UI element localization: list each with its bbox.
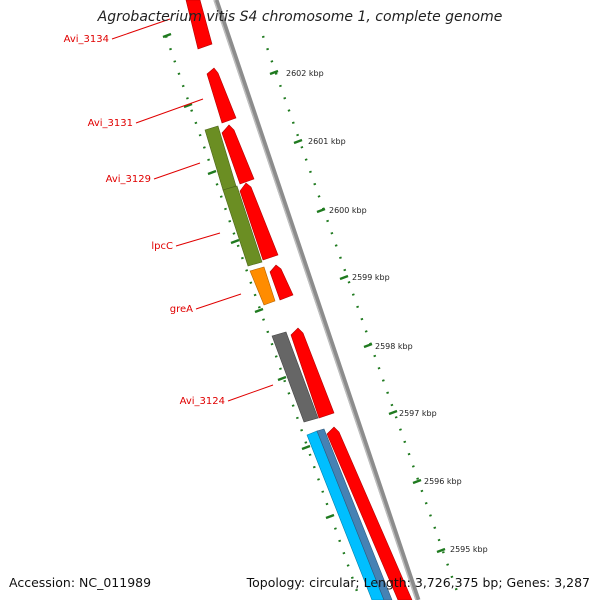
- tick-label: 2602 kbp: [286, 69, 324, 78]
- gene-label: Avi_3134: [64, 34, 109, 45]
- chromosome-backbone: [213, 0, 421, 600]
- tick-label: 2595 kbp: [450, 545, 488, 554]
- gene-label: Avi_3131: [88, 118, 133, 129]
- gene-leader-lines: [111, 18, 274, 402]
- tick-labels: 2602 kbp 2601 kbp 2600 kbp 2599 kbp 2598…: [286, 69, 488, 554]
- chromosome-backbone-highlight: [213, 0, 417, 600]
- tick-label: 2596 kbp: [424, 477, 462, 486]
- gene-lpcc-olive: [222, 185, 263, 267]
- genome-summary-text: Topology: circular; Length: 3,726,375 bp…: [246, 575, 590, 590]
- gene-label: lpcC: [151, 241, 173, 252]
- gene-label: Avi_3124: [180, 396, 225, 407]
- gene-grea-orange: [249, 266, 276, 306]
- tick-label: 2600 kbp: [329, 206, 367, 215]
- gene-label: greA: [170, 304, 193, 315]
- major-ticks-outer: [269, 69, 446, 554]
- gene-label: Avi_3129: [106, 174, 151, 185]
- forward-genes: [185, 0, 413, 600]
- tick-label: 2601 kbp: [308, 137, 346, 146]
- gene-avi-3132: [206, 67, 237, 124]
- major-ticks-inner: [162, 32, 335, 520]
- tick-label: 2597 kbp: [399, 409, 437, 418]
- gene-avi-3127: [269, 264, 294, 301]
- gene-labels: Avi_3134 Avi_3131 Avi_3129 lpcC greA Avi…: [64, 34, 225, 407]
- gene-avi-3123: [326, 426, 413, 600]
- gene-avi-3134: [185, 0, 213, 50]
- tick-label: 2599 kbp: [352, 273, 390, 282]
- tick-label: 2598 kbp: [375, 342, 413, 351]
- map-title: Agrobacterium vitis S4 chromosome 1, com…: [97, 9, 503, 25]
- gene-cyan: [306, 430, 385, 600]
- gene-avi-3124-gray: [271, 331, 319, 423]
- gene-steel: [316, 428, 393, 600]
- gene-avi-3131: [221, 124, 255, 185]
- accession-text: Accession: NC_011989: [9, 575, 152, 590]
- gene-avi-3130: [239, 182, 279, 261]
- gene-avi-3125: [290, 327, 335, 419]
